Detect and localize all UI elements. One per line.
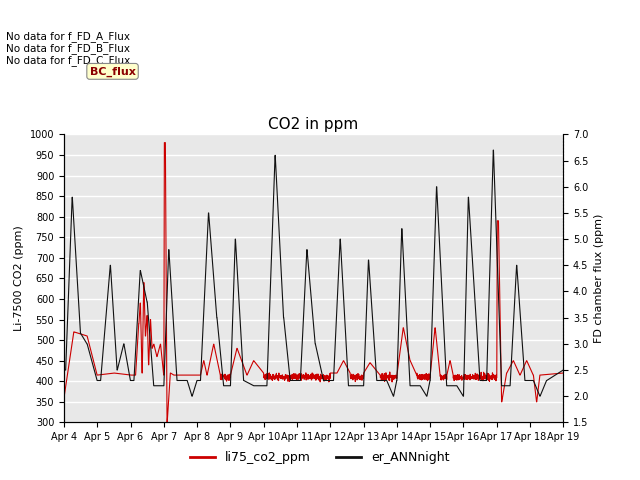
Legend: li75_co2_ppm, er_ANNnight: li75_co2_ppm, er_ANNnight [186,446,454,469]
Y-axis label: FD chamber flux (ppm): FD chamber flux (ppm) [594,214,604,343]
Text: BC_flux: BC_flux [90,66,136,76]
Title: CO2 in ppm: CO2 in ppm [268,117,359,132]
Text: No data for f_FD_C_Flux: No data for f_FD_C_Flux [6,55,131,66]
Text: No data for f_FD_B_Flux: No data for f_FD_B_Flux [6,43,131,54]
Y-axis label: Li-7500 CO2 (ppm): Li-7500 CO2 (ppm) [14,226,24,331]
Text: No data for f_FD_A_Flux: No data for f_FD_A_Flux [6,31,131,42]
